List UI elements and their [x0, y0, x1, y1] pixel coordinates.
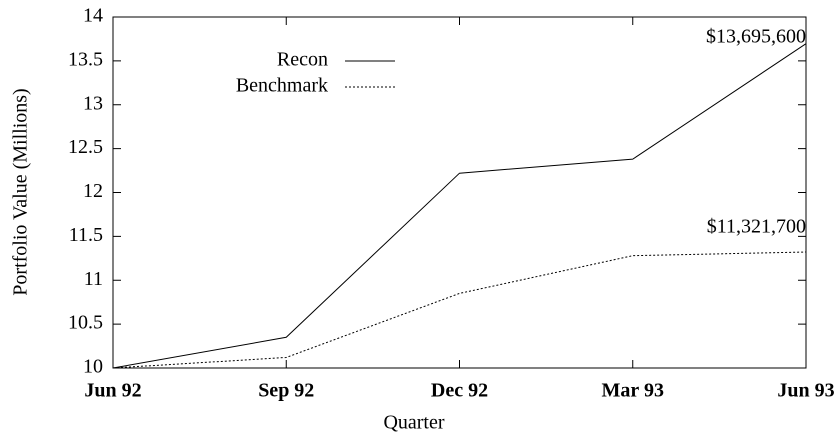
y-tick-label: 10.5: [68, 312, 103, 334]
y-axis-label: Portfolio Value (Millions): [10, 88, 32, 295]
y-tick-label: 12.5: [68, 136, 103, 158]
x-axis-label: Quarter: [383, 412, 444, 434]
y-tick-label: 10: [83, 356, 103, 378]
legend-label: Recon: [277, 49, 328, 71]
x-tick-label: Jun 92: [84, 380, 141, 402]
plot-frame: [112, 16, 807, 369]
y-tick-label: 13: [83, 92, 103, 114]
y-tick-label: 13.5: [68, 48, 103, 70]
legend-label: Benchmark: [236, 75, 328, 97]
x-tick-label: Mar 93: [602, 380, 664, 402]
y-tick-label: 12: [83, 180, 103, 202]
x-tick-label: Dec 92: [431, 380, 488, 402]
x-tick-label: Jun 93: [777, 380, 834, 402]
series-line: [112, 43, 807, 369]
series-line: [112, 251, 807, 369]
x-tick-label: Sep 92: [258, 380, 314, 402]
y-tick-label: 11: [84, 268, 103, 290]
annotation: $11,321,700: [707, 216, 806, 238]
y-tick-label: 11.5: [69, 224, 103, 246]
annotation: $13,695,600: [706, 25, 806, 47]
y-tick-label: 14: [83, 5, 103, 27]
